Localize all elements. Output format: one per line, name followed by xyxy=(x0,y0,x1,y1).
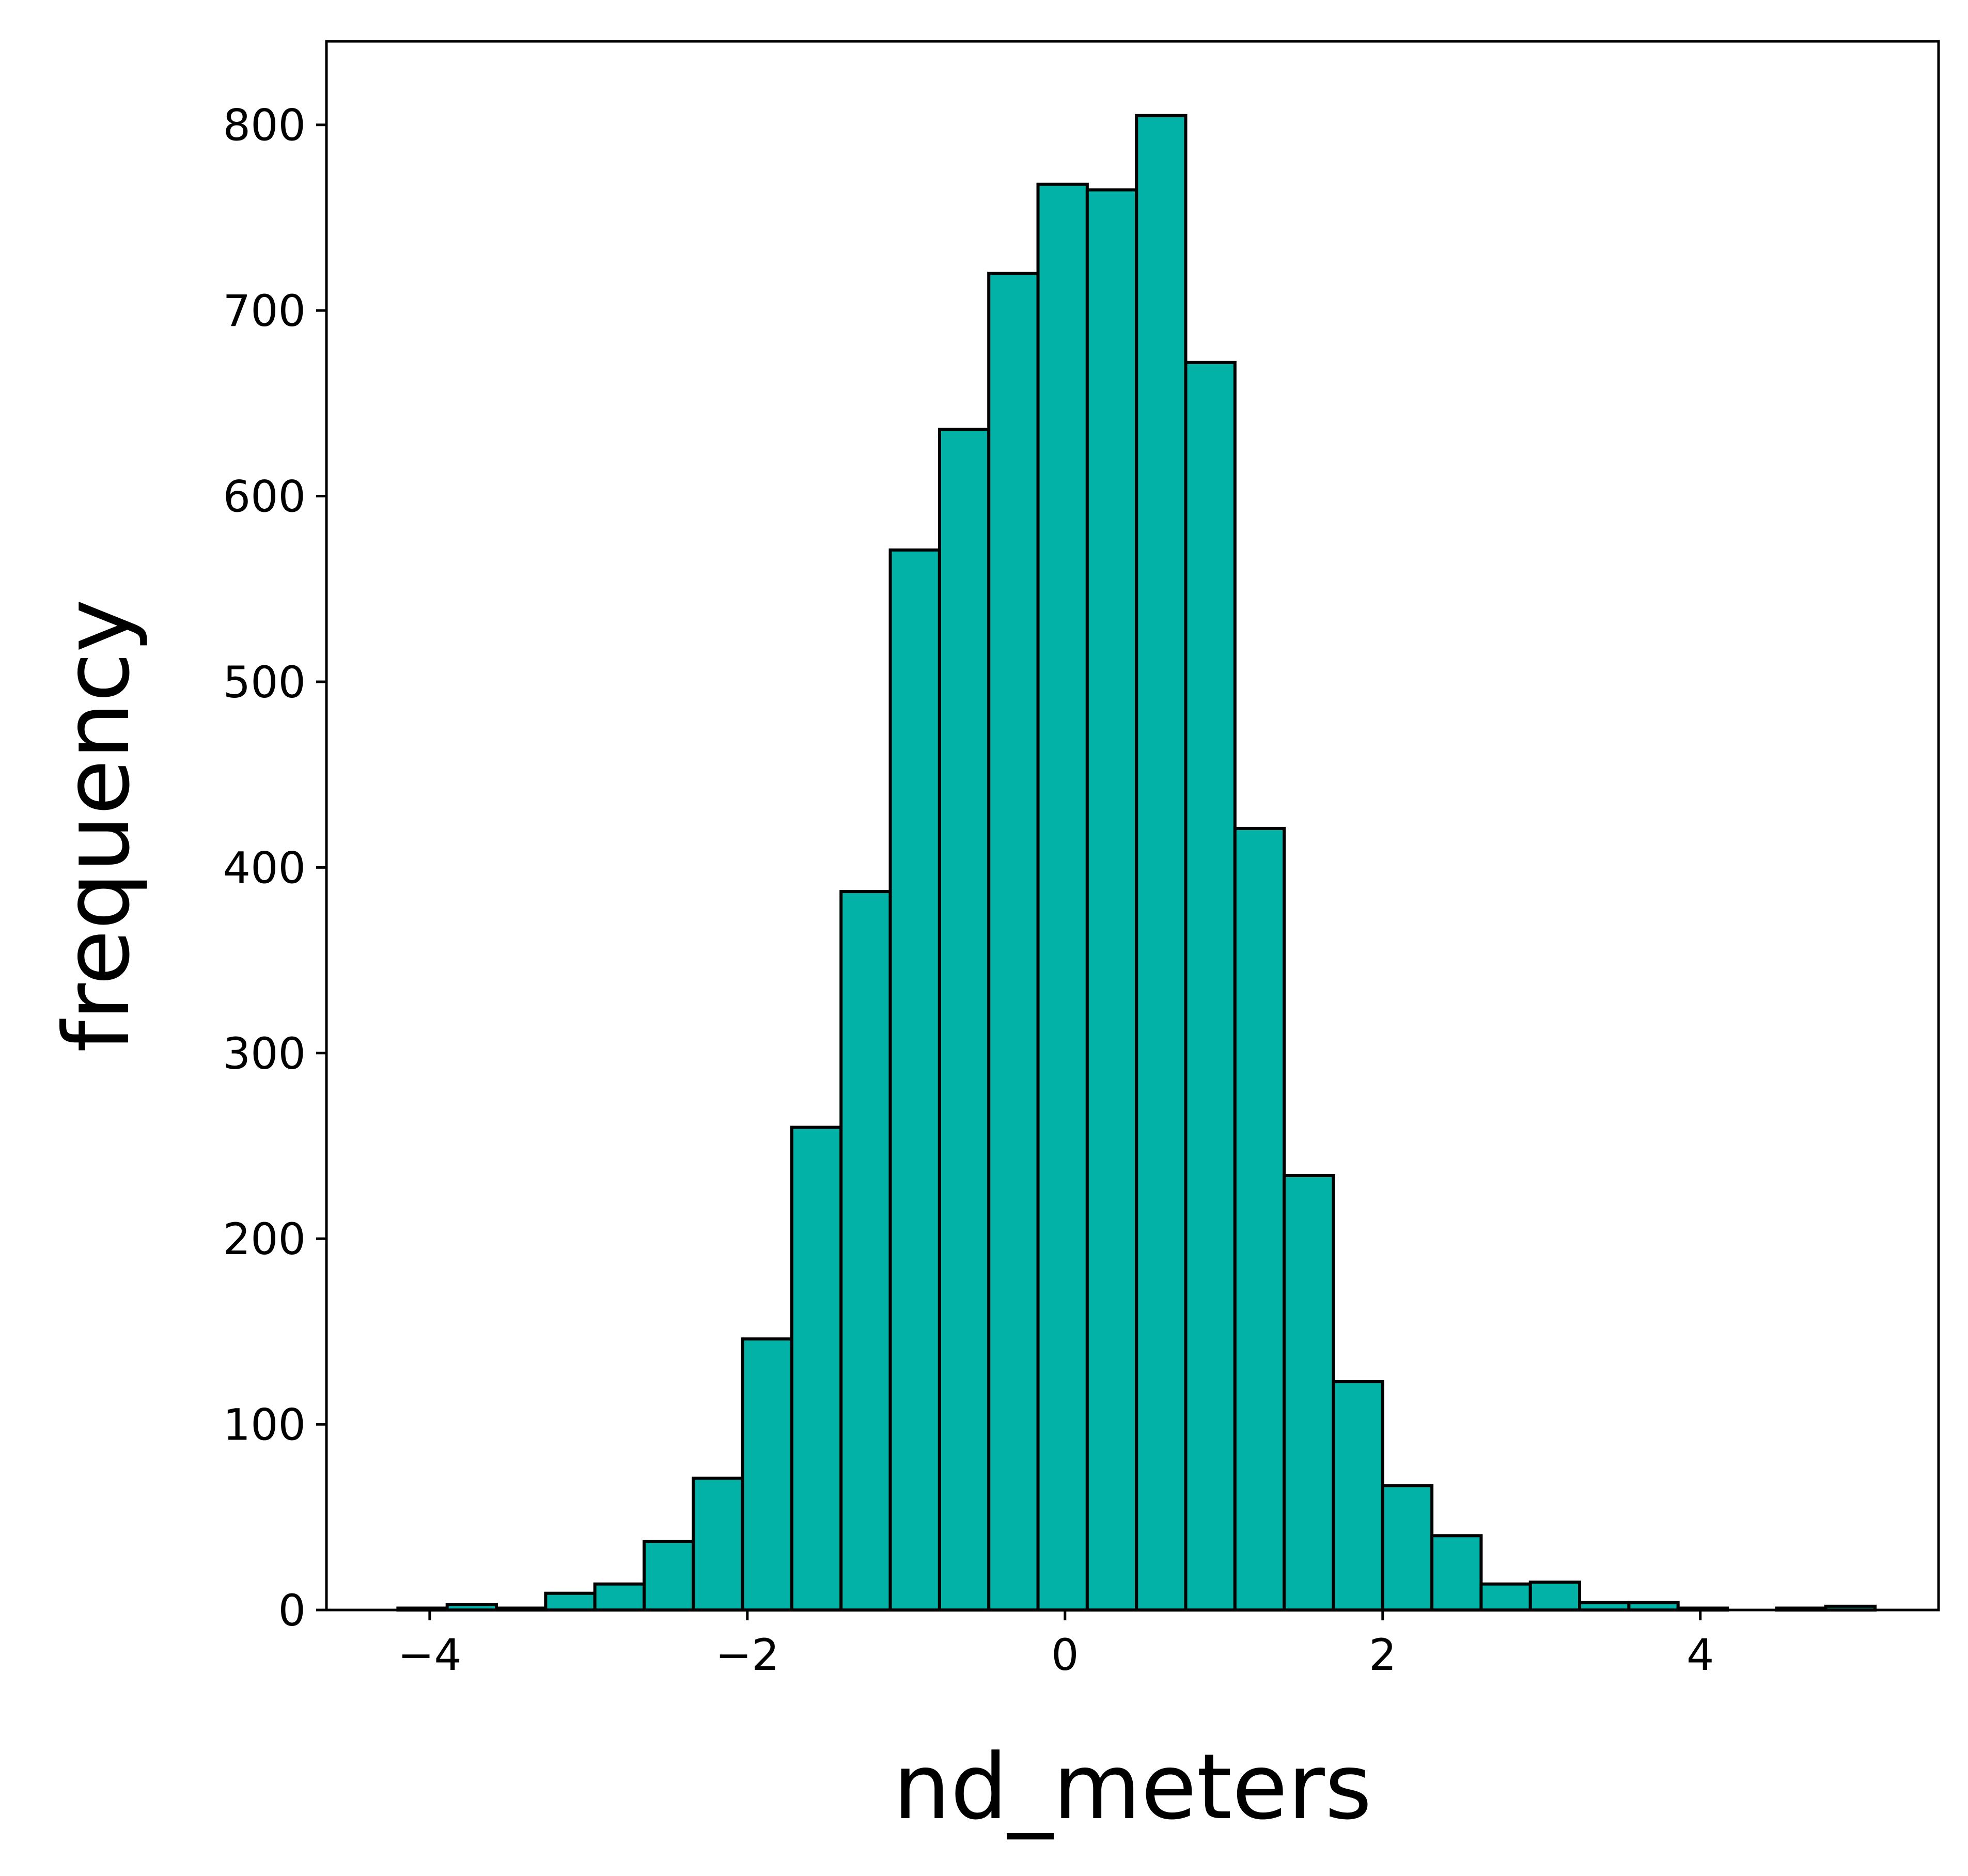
x-tick-label: −2 xyxy=(715,1630,779,1680)
y-tick-label: 600 xyxy=(223,472,306,522)
histogram-bar xyxy=(1085,188,1138,1612)
y-ticks: 0 100 200 300 400 500 600 700 800 xyxy=(223,100,326,1636)
y-tick-label: 500 xyxy=(223,657,306,708)
y-tick-label: 300 xyxy=(223,1028,306,1079)
histogram-bar xyxy=(1381,1484,1434,1612)
histogram-bar xyxy=(1332,1380,1384,1612)
histogram-bar xyxy=(888,548,941,1612)
histogram-bar xyxy=(1479,1582,1532,1612)
histogram-bar xyxy=(790,1125,843,1612)
bars-layer xyxy=(396,114,1877,1612)
y-tick-label: 700 xyxy=(223,286,306,336)
y-tick-label: 400 xyxy=(223,842,306,893)
x-axis-label: nd_meters xyxy=(893,1735,1372,1840)
histogram-bar xyxy=(938,428,991,1612)
x-tick-label: −4 xyxy=(398,1630,462,1680)
y-tick-label: 200 xyxy=(223,1214,306,1264)
histogram-bar xyxy=(1430,1534,1483,1612)
x-tick-label: 0 xyxy=(1051,1630,1079,1680)
axes-layer xyxy=(325,40,1940,1612)
histogram-bar xyxy=(839,890,892,1612)
histogram-bar xyxy=(1184,361,1237,1612)
histogram-bar xyxy=(1283,1174,1335,1612)
histogram-bar xyxy=(642,1540,695,1612)
x-tick-label: 4 xyxy=(1686,1630,1714,1680)
histogram-bar xyxy=(1135,114,1188,1612)
y-tick-label: 0 xyxy=(278,1585,306,1636)
histogram-bar xyxy=(1233,826,1286,1612)
histogram-bar xyxy=(692,1476,744,1612)
y-axis-label: frequency xyxy=(45,599,150,1053)
histogram-bar xyxy=(741,1337,793,1612)
x-ticks: −4 −2 0 2 4 xyxy=(398,1610,1714,1680)
histogram-bar xyxy=(593,1582,646,1612)
histogram-bar xyxy=(1528,1581,1582,1612)
plot-frame xyxy=(325,40,1940,1612)
histogram-bar xyxy=(544,1591,597,1612)
histogram-bar xyxy=(987,272,1040,1612)
x-tick-label: 2 xyxy=(1369,1630,1396,1680)
y-tick-label: 100 xyxy=(223,1400,306,1450)
histogram-bar xyxy=(1036,182,1089,1612)
y-tick-label: 800 xyxy=(223,100,306,151)
